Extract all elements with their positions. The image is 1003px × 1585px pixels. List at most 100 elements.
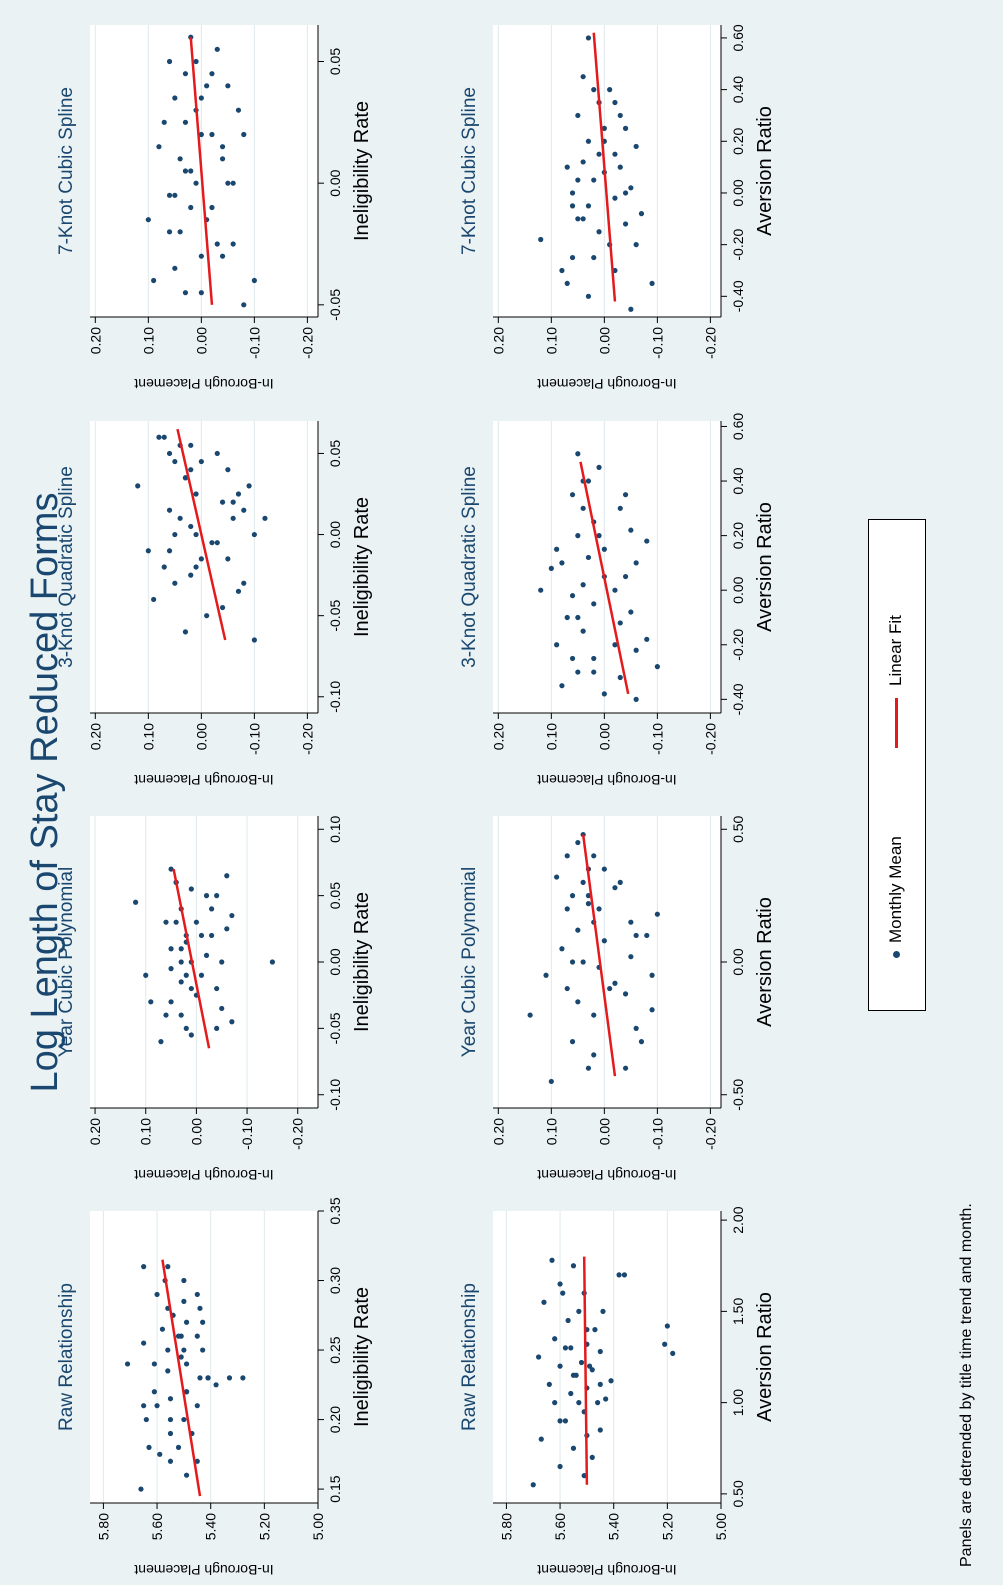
- linear-fit-line: [176, 428, 227, 641]
- data-point: [548, 1078, 554, 1085]
- data-point: [181, 1347, 187, 1353]
- legend-item-monthly-mean: Monthly Mean: [886, 836, 906, 958]
- plot-area: [493, 816, 721, 1108]
- data-point: [183, 1319, 190, 1325]
- legend-marker: [893, 951, 901, 958]
- data-point: [188, 467, 194, 473]
- plot-area: [493, 25, 721, 317]
- data-point: [580, 505, 586, 511]
- y-tick-label: -0.20: [299, 327, 315, 359]
- data-point: [569, 203, 576, 209]
- y-tick-label: -0.10: [239, 1118, 255, 1150]
- data-point: [262, 515, 268, 521]
- data-point: [226, 1375, 233, 1381]
- x-tick-label: -0.05: [327, 289, 343, 321]
- data-point: [612, 587, 618, 593]
- legend-item-linear-fit: Linear Fit: [886, 615, 906, 748]
- data-point: [145, 217, 151, 223]
- data-point: [585, 138, 592, 144]
- x-tick-label: 0.00: [327, 948, 343, 975]
- data-point: [182, 629, 189, 635]
- data-point: [617, 620, 623, 626]
- data-point: [182, 475, 189, 481]
- y-tick-label: 0.20: [490, 1118, 506, 1145]
- data-point: [193, 564, 199, 570]
- data-point: [549, 1257, 555, 1263]
- data-point: [628, 609, 634, 615]
- data-point: [585, 554, 592, 561]
- data-point: [564, 614, 570, 621]
- data-point: [633, 647, 639, 653]
- y-tick-label: 0.00: [596, 327, 612, 354]
- x-axis-label: Ineligibility Rate: [351, 101, 373, 241]
- y-tick-label: 0.20: [87, 723, 103, 750]
- data-point: [569, 1039, 576, 1045]
- x-tick-label: -0.10: [327, 681, 343, 713]
- x-tick-label: 0.00: [327, 169, 343, 196]
- data-point: [575, 999, 581, 1005]
- data-point: [205, 1375, 211, 1381]
- x-tick-label: 0.15: [327, 1475, 343, 1502]
- data-point: [552, 1336, 558, 1342]
- data-point: [569, 593, 576, 599]
- linear-fit-line: [161, 1259, 202, 1497]
- data-point: [559, 267, 565, 274]
- data-point: [557, 1281, 563, 1287]
- data-point: [580, 159, 586, 165]
- y-axis-label: In-Borough Placement: [134, 772, 273, 788]
- data-point: [214, 893, 220, 899]
- data-point: [241, 302, 247, 308]
- y-tick-label: 5.60: [552, 1513, 568, 1540]
- data-point: [597, 1427, 603, 1433]
- data-point: [225, 83, 231, 89]
- data-point: [151, 1389, 157, 1395]
- data-point: [601, 691, 607, 697]
- panel-title: Raw Relationship: [56, 1283, 77, 1431]
- data-point: [612, 151, 618, 157]
- data-point: [214, 540, 220, 546]
- linear-fit-line: [581, 834, 617, 1077]
- data-point: [251, 637, 257, 643]
- data-point: [575, 669, 581, 675]
- data-point: [198, 95, 204, 101]
- data-point: [177, 515, 183, 521]
- y-tick-label: 5.40: [203, 1513, 219, 1540]
- data-point: [628, 527, 634, 533]
- data-point: [557, 1463, 563, 1470]
- data-point: [165, 1264, 171, 1270]
- data-point: [177, 229, 183, 235]
- data-point: [565, 1317, 571, 1324]
- plot-area: [493, 1211, 721, 1503]
- data-point: [181, 1416, 187, 1423]
- data-point: [188, 1032, 194, 1038]
- y-tick-label: 0.00: [188, 1118, 204, 1145]
- data-point: [612, 642, 618, 648]
- data-point: [622, 573, 629, 580]
- data-point: [568, 1390, 574, 1397]
- x-tick-label: 0.05: [327, 440, 343, 467]
- data-point: [564, 906, 570, 912]
- x-tick-label: -0.20: [730, 228, 746, 260]
- data-point: [564, 280, 570, 287]
- data-point: [203, 893, 210, 899]
- x-tick-label: 0.20: [730, 522, 746, 549]
- data-point: [183, 1361, 190, 1367]
- data-point: [591, 1012, 597, 1018]
- y-tick-label: 0.00: [193, 327, 209, 354]
- y-tick-label: 0.20: [87, 327, 103, 354]
- data-point: [200, 1347, 206, 1353]
- data-point: [601, 546, 607, 552]
- legend: Monthly Mean Linear Fit: [868, 519, 926, 1011]
- data-point: [591, 853, 597, 859]
- data-point: [591, 669, 597, 675]
- x-tick-label: -0.10: [327, 1079, 343, 1111]
- data-point: [166, 507, 173, 513]
- data-point: [585, 35, 592, 41]
- data-point: [575, 927, 581, 933]
- data-point: [580, 216, 586, 222]
- data-point: [575, 614, 581, 621]
- data-point: [182, 290, 189, 296]
- data-point: [585, 1065, 592, 1071]
- data-point: [575, 177, 581, 183]
- data-point: [601, 866, 607, 872]
